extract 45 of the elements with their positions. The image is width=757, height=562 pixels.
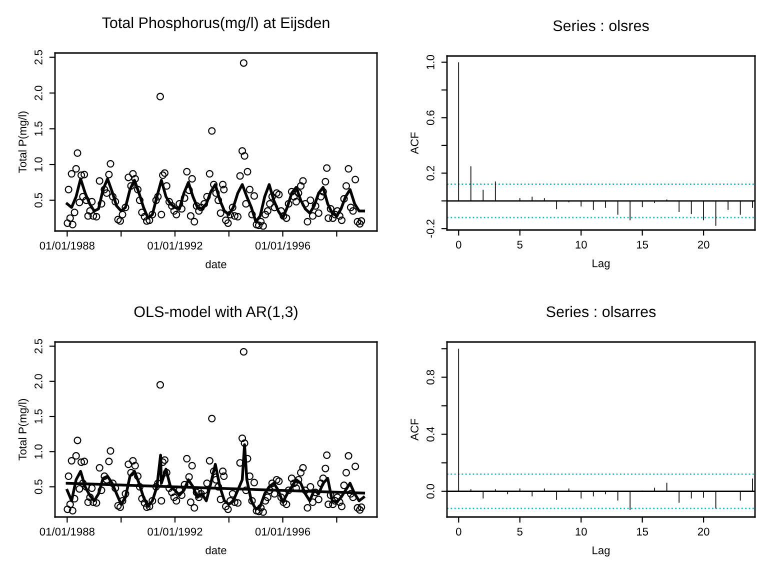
- x-tick-label: 5: [517, 240, 522, 249]
- x-tick-label: 01/01/1996: [255, 527, 310, 536]
- chart-title: Series : olsarres: [546, 306, 656, 318]
- y-tick-label: 1.0: [426, 54, 434, 70]
- y-tick-label: 1.0: [34, 157, 42, 172]
- y-tick-label: 0.0: [426, 484, 434, 499]
- y-axis-title: ACF: [410, 418, 418, 441]
- y-tick-label: 0.8: [426, 370, 434, 385]
- x-tick-label: 5: [517, 528, 522, 536]
- x-tick-label: 20: [698, 240, 710, 249]
- y-axis-title: Total P(mg/l): [18, 112, 29, 173]
- x-axis-title: Lag: [592, 546, 610, 556]
- x-tick-label: 0: [456, 528, 462, 536]
- x-tick-label: 15: [637, 528, 648, 536]
- y-tick-label: 1.5: [34, 409, 42, 424]
- y-axis-title: Total P(mg/l): [18, 399, 29, 460]
- y-tick-label: 0.5: [34, 193, 42, 208]
- y-tick-label: 1.0: [34, 444, 42, 459]
- chart-title: Series : olsres: [553, 20, 649, 32]
- x-tick-label: 01/01/1996: [255, 241, 310, 250]
- x-tick-label: 01/01/1992: [148, 241, 202, 250]
- x-tick-label: 0: [456, 240, 462, 249]
- y-tick-label: -0.2: [426, 220, 434, 238]
- chart-title: OLS-model with AR(1,3): [134, 306, 298, 320]
- x-tick-label: 10: [576, 240, 587, 249]
- y-tick-label: 2.5: [34, 50, 42, 64]
- x-tick-label: 01/01/1988: [40, 241, 94, 250]
- y-tick-label: 0.6: [426, 110, 434, 125]
- x-axis-title: date: [206, 546, 226, 554]
- y-tick-label: 0.2: [426, 166, 434, 180]
- x-tick-label: 10: [576, 528, 587, 536]
- x-tick-label: 20: [698, 528, 710, 536]
- x-axis-title: date: [206, 260, 226, 268]
- y-axis-title: ACF: [410, 132, 418, 154]
- x-tick-label: 01/01/1992: [148, 527, 202, 536]
- y-tick-label: 2.5: [34, 338, 42, 354]
- x-tick-label: 01/01/1988: [40, 527, 94, 536]
- x-axis-title: Lag: [592, 260, 610, 270]
- x-tick-label: 15: [637, 240, 648, 249]
- y-tick-label: 0.5: [34, 480, 42, 494]
- y-tick-label: 0.4: [426, 426, 434, 442]
- y-tick-label: 2.0: [34, 374, 42, 389]
- chart-title: Total Phosphorus(mg/l) at Eijsden: [102, 16, 330, 32]
- y-tick-label: 2.0: [34, 86, 42, 100]
- y-tick-label: 1.5: [34, 122, 42, 136]
